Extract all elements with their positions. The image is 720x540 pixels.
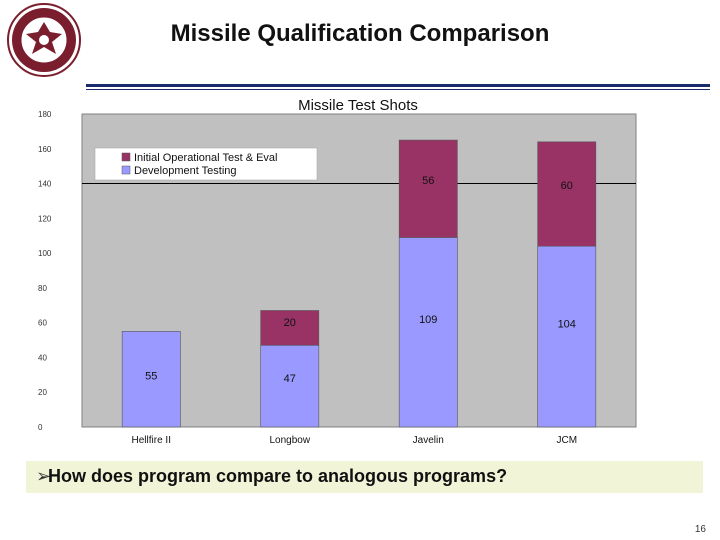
data-label-iote: 20 [284, 317, 296, 329]
y-tick-label: 80 [38, 284, 47, 293]
title-rule-thin [86, 89, 710, 90]
missile-test-shots-chart: 0 20 40 60 80 100 120 140 160 180 Hellfire II 55 Lo… [38, 97, 637, 446]
data-label-development: 47 [284, 373, 296, 385]
x-tick-label: Longbow [269, 435, 310, 446]
x-tick-label: Javelin [413, 435, 444, 446]
bar-iote-longbow [260, 310, 320, 346]
data-label-iote: 60 [561, 180, 573, 192]
y-tick-label: 20 [38, 388, 47, 397]
y-tick-label: 100 [38, 249, 52, 258]
data-label-iote: 56 [422, 175, 434, 187]
y-tick-label: 60 [38, 319, 47, 328]
title-rule [86, 84, 710, 87]
chart-title: Missile Test Shots [298, 97, 418, 114]
x-tick-label: Hellfire II [132, 435, 171, 446]
data-label-development: 104 [558, 319, 576, 331]
bar-development-hellfire-ii [121, 331, 181, 428]
y-tick-label: 40 [38, 353, 47, 362]
bar-development-javelin [398, 237, 458, 428]
bar-development-longbow [260, 344, 320, 428]
y-tick-label: 0 [38, 423, 43, 432]
page-number: 16 [694, 524, 706, 535]
data-label-development: 109 [419, 314, 437, 326]
y-tick-label: 180 [38, 110, 52, 119]
slide-title: Missile Qualification Comparison [170, 20, 550, 47]
legend-label: Initial Operational Test & Eval [134, 152, 277, 164]
legend-label: Development Testing [134, 165, 237, 177]
bar-iote-jcm [537, 141, 597, 247]
army-seal-logo [6, 2, 82, 78]
legend-box [94, 147, 318, 181]
y-tick-label: 160 [38, 145, 52, 154]
bullet-band [26, 461, 703, 493]
arrow-bullet-icon: ➢ [36, 466, 52, 487]
data-label-development: 55 [145, 370, 157, 382]
bar-development-jcm [537, 245, 597, 428]
legend-swatch [121, 165, 131, 175]
x-tick-label: JCM [556, 435, 577, 446]
bar-iote-javelin [398, 139, 458, 238]
y-tick-label: 140 [38, 180, 52, 189]
legend-swatch [121, 152, 131, 162]
y-tick-label: 120 [38, 214, 52, 223]
bullet-question: How does program compare to analogous pr… [48, 466, 508, 486]
